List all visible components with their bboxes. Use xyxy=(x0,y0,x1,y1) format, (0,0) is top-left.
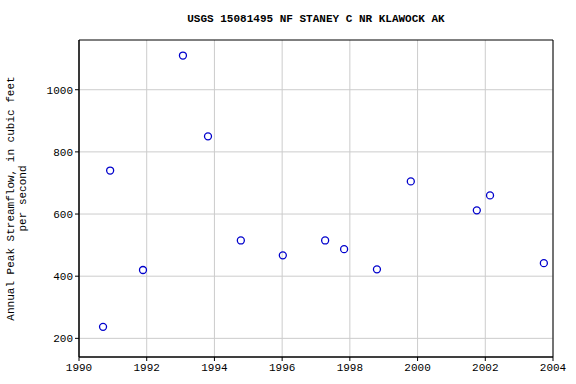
svg-text:Annual Peak Streamflow, in cub: Annual Peak Streamflow, in cubic feet xyxy=(8,76,17,320)
svg-text:1000: 1000 xyxy=(47,85,73,97)
svg-text:per second: per second xyxy=(17,165,29,231)
svg-text:1994: 1994 xyxy=(201,362,228,374)
svg-text:2004: 2004 xyxy=(540,362,567,374)
svg-text:USGS 15081495 NF STANEY C NR K: USGS 15081495 NF STANEY C NR KLAWOCK AK xyxy=(187,13,445,25)
svg-text:1992: 1992 xyxy=(134,362,160,374)
svg-text:400: 400 xyxy=(53,271,73,283)
svg-text:1990: 1990 xyxy=(66,362,92,374)
svg-text:1998: 1998 xyxy=(337,362,363,374)
svg-text:200: 200 xyxy=(53,333,73,345)
svg-text:600: 600 xyxy=(53,209,73,221)
svg-text:800: 800 xyxy=(53,147,73,159)
svg-text:2002: 2002 xyxy=(472,362,498,374)
svg-text:2000: 2000 xyxy=(404,362,430,374)
svg-text:1996: 1996 xyxy=(269,362,295,374)
